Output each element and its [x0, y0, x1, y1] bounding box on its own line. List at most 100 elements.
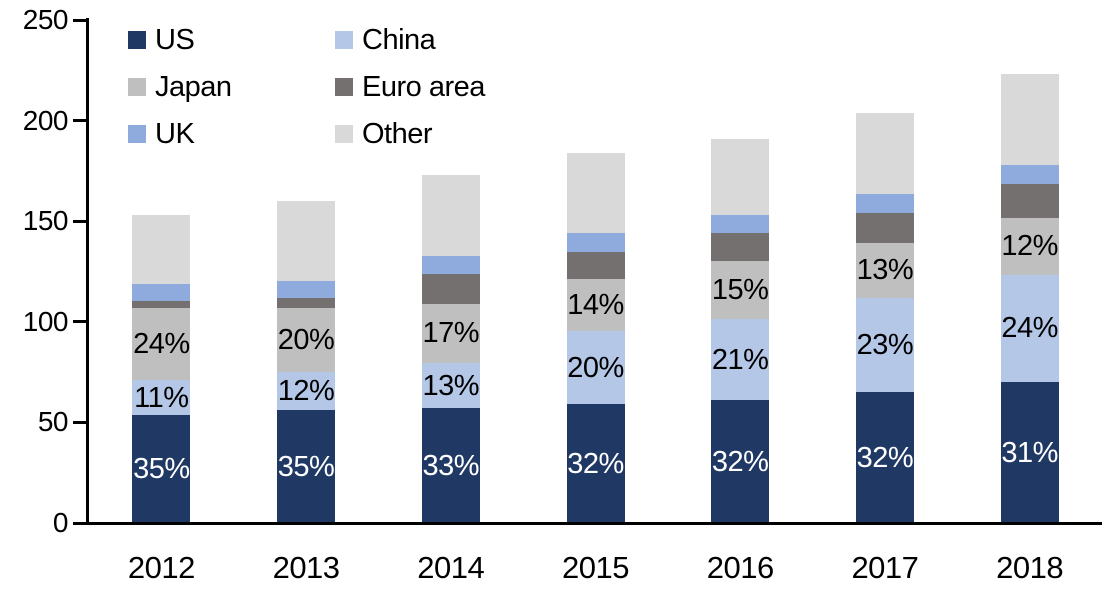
y-axis-line: [86, 18, 89, 525]
legend-swatch-icon: [335, 78, 353, 96]
bar-segment-label: 13%: [422, 369, 480, 402]
bar-segment-other: [711, 138, 770, 216]
bar-segment-other: [421, 174, 480, 257]
legend-label: China: [362, 24, 436, 56]
bar-segment-euro-area: [855, 213, 914, 244]
legend-label: Japan: [155, 71, 232, 103]
bar-segment-label: 13%: [856, 254, 914, 287]
bar-segment-uk: [566, 233, 625, 253]
bar-segment-us: [566, 404, 625, 523]
bar-segment-label: 24%: [1001, 312, 1058, 345]
bar-segment-label: 32%: [567, 447, 624, 480]
bar-segment-other: [1000, 74, 1059, 165]
bar-segment-china: [277, 372, 336, 411]
bar-segment-label: 32%: [856, 441, 914, 474]
legend-item-euro-area: Euro area: [335, 70, 485, 104]
bar-segment-euro-area: [421, 273, 480, 304]
legend-swatch-icon: [128, 31, 146, 49]
x-tick-label-2018: 2018: [996, 550, 1064, 585]
bar-segment-us: [132, 415, 191, 523]
bar-segment-uk: [711, 215, 770, 234]
bar-segment-euro-area: [1000, 183, 1059, 219]
chart-legend: US China Japan Euro area UK Other: [128, 23, 485, 151]
y-tick-label: 150: [22, 205, 69, 237]
bar-segment-label: 24%: [133, 327, 190, 360]
legend-item-us: US: [128, 23, 335, 57]
legend-swatch-icon: [335, 125, 353, 143]
bar-segment-euro-area: [132, 300, 191, 308]
bar-segment-china: [855, 297, 914, 393]
bar-segment-japan: [855, 243, 914, 298]
bar-segment-label: 12%: [1001, 230, 1058, 263]
y-tick-label: 0: [52, 507, 69, 538]
bar-segment-label: 20%: [567, 351, 624, 384]
legend-swatch-icon: [335, 31, 353, 49]
bar-segment-uk: [277, 280, 336, 298]
x-tick-label-2012: 2012: [127, 550, 195, 585]
bar-segment-label: 35%: [133, 453, 190, 486]
y-tick-mark: [73, 420, 86, 424]
legend-item-china: China: [335, 23, 485, 57]
bar-segment-label: 11%: [134, 381, 189, 414]
bar-segment-label: 12%: [277, 375, 335, 408]
bar-segment-japan: [1000, 218, 1059, 275]
x-tick-label-2016: 2016: [706, 550, 774, 585]
bar-segment-china: [711, 318, 770, 401]
bar-segment-other: [132, 215, 191, 284]
bar-segment-label: 21%: [711, 343, 769, 376]
bar-segment-label: 35%: [277, 450, 335, 483]
bar-segment-us: [711, 400, 770, 523]
y-tick-label: 100: [22, 305, 69, 337]
bar-segment-us: [1000, 382, 1059, 523]
bar-segment-japan: [132, 307, 191, 381]
legend-label: Euro area: [362, 71, 485, 103]
bar-segment-label: 31%: [1001, 436, 1058, 469]
bar-segment-label: 32%: [711, 445, 769, 478]
x-tick-label-2015: 2015: [562, 550, 629, 585]
bar-segment-japan: [277, 307, 336, 373]
bar-segment-label: 15%: [711, 274, 769, 307]
y-tick-label: 250: [22, 4, 69, 35]
bar-segment-label: 20%: [277, 323, 335, 356]
legend-item-other: Other: [335, 117, 485, 151]
legend-item-japan: Japan: [128, 70, 335, 104]
bar-segment-euro-area: [566, 252, 625, 279]
y-tick-mark: [73, 18, 86, 22]
bar-segment-other: [277, 201, 336, 281]
legend-swatch-icon: [128, 78, 146, 96]
bar-segment-japan: [421, 303, 480, 364]
bar-segment-china: [421, 363, 480, 409]
bar-segment-japan: [566, 278, 625, 331]
bar-segment-label: 17%: [422, 317, 480, 350]
legend-label: Other: [362, 118, 433, 150]
legend-swatch-icon: [128, 125, 146, 143]
y-tick-mark: [73, 320, 86, 324]
x-tick-label-2017: 2017: [851, 550, 919, 585]
bar-segment-label: 33%: [422, 449, 480, 482]
x-tick-label-2013: 2013: [272, 550, 340, 585]
x-tick-label-2014: 2014: [417, 550, 485, 585]
bar-segment-us: [421, 408, 480, 523]
bar-segment-other: [855, 112, 914, 195]
y-tick-label: 200: [22, 104, 69, 136]
x-axis-line: [73, 522, 1102, 525]
bar-segment-japan: [711, 261, 770, 319]
bar-segment-uk: [421, 256, 480, 274]
bar-segment-china: [566, 330, 625, 405]
legend-label: UK: [155, 118, 195, 150]
legend-label: US: [155, 24, 195, 56]
y-tick-mark: [73, 219, 86, 223]
bar-segment-uk: [855, 194, 914, 214]
bar-segment-label: 14%: [567, 288, 624, 321]
bar-segment-euro-area: [711, 233, 770, 262]
bar-segment-other: [566, 152, 625, 234]
bar-segment-us: [855, 392, 914, 523]
bar-segment-us: [277, 410, 336, 523]
legend-item-uk: UK: [128, 117, 335, 151]
bar-segment-label: 23%: [856, 328, 914, 361]
bar-segment-uk: [1000, 164, 1059, 184]
bar-segment-uk: [132, 283, 191, 301]
y-tick-mark: [73, 119, 86, 123]
y-tick-label: 50: [37, 406, 69, 438]
